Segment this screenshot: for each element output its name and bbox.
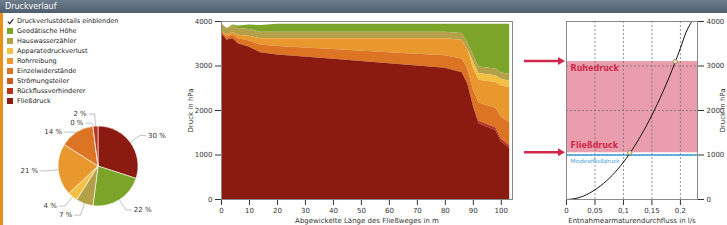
svg-text:0,1: 0,1 (618, 207, 629, 215)
svg-text:0: 0 (219, 207, 223, 215)
html-text:Einzelwiderstände: Einzelwiderstände (17, 67, 77, 75)
svg-text:3000: 3000 (195, 62, 213, 70)
svg-text:1000: 1000 (195, 151, 213, 159)
svg-text:10: 10 (245, 207, 254, 215)
svg-text:30: 30 (301, 207, 310, 215)
svg-text:0,2: 0,2 (675, 207, 686, 215)
svg-text:Mindestfließdruck: Mindestfließdruck (571, 158, 621, 164)
svg-text:7 %: 7 % (59, 211, 73, 219)
svg-text:50: 50 (357, 207, 366, 215)
svg-text:30 %: 30 % (148, 132, 166, 140)
svg-text:0: 0 (707, 196, 711, 204)
svg-text:Entnahmearmaturendurchfluss in: Entnahmearmaturendurchfluss in l/s (568, 217, 696, 225)
html-text:Druckverlustdetails einblenden: Druckverlustdetails einblenden (17, 17, 119, 25)
svg-text:0: 0 (564, 207, 568, 215)
svg-text:60: 60 (385, 207, 394, 215)
svg-text:4000: 4000 (195, 18, 213, 26)
svg-text:100: 100 (495, 207, 508, 215)
svg-text:90: 90 (469, 207, 478, 215)
svg-text:Druck in hPa: Druck in hPa (187, 88, 195, 132)
html-text:Rohrreibung: Rohrreibung (17, 57, 57, 65)
svg-text:3000: 3000 (707, 62, 725, 70)
svg-text:20: 20 (273, 207, 282, 215)
svg-text:70: 70 (413, 207, 422, 215)
html-text:Rückflussverhinderer: Rückflussverhinderer (17, 87, 86, 95)
html-text:Geodätische Höhe: Geodätische Höhe (17, 27, 77, 35)
svg-text:1000: 1000 (707, 151, 725, 159)
svg-text:Ruhedruck: Ruhedruck (571, 64, 620, 73)
svg-text:0: 0 (208, 196, 212, 204)
svg-text:14 %: 14 % (44, 128, 62, 136)
svg-text:22 %: 22 % (134, 206, 152, 214)
html-text:Druckverlauf: Druckverlauf (5, 2, 57, 11)
svg-text:2000: 2000 (195, 107, 213, 115)
svg-text:0,05: 0,05 (587, 207, 603, 215)
svg-text:2 %: 2 % (73, 110, 87, 118)
svg-text:Druck in hPa: Druck in hPa (719, 88, 727, 132)
svg-text:40: 40 (329, 207, 338, 215)
html-text:Apparatedruckverlust: Apparatedruckverlust (17, 47, 88, 55)
svg-text:2000: 2000 (706, 106, 725, 115)
svg-text:Fließdruck: Fließdruck (571, 141, 619, 150)
svg-text:21 %: 21 % (20, 167, 38, 175)
html-text:Fließdruck: Fließdruck (17, 97, 51, 105)
html-text:Hauswasserzähler: Hauswasserzähler (17, 37, 77, 45)
svg-text:0,15: 0,15 (644, 207, 660, 215)
html-text:Strömungsteiler: Strömungsteiler (17, 77, 70, 85)
svg-text:80: 80 (441, 207, 450, 215)
svg-text:Abgewickelte Länge des Fließwe: Abgewickelte Länge des Fließweges in m (295, 217, 439, 225)
svg-text:4 %: 4 % (44, 202, 58, 210)
svg-text:4000: 4000 (707, 18, 725, 26)
svg-text:0 %: 0 % (70, 119, 84, 127)
